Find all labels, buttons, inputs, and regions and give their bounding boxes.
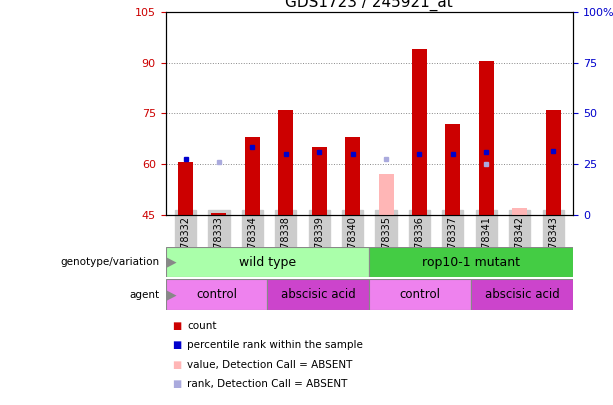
Text: ▶: ▶ bbox=[167, 288, 177, 301]
Bar bbox=[370, 247, 573, 277]
Text: rank, Detection Call = ABSENT: rank, Detection Call = ABSENT bbox=[187, 379, 348, 389]
Text: ▶: ▶ bbox=[167, 256, 177, 269]
Bar bbox=[479, 61, 494, 215]
Text: ■: ■ bbox=[172, 321, 181, 331]
Text: count: count bbox=[187, 321, 216, 331]
Text: percentile rank within the sample: percentile rank within the sample bbox=[187, 341, 363, 350]
Text: wild type: wild type bbox=[239, 256, 296, 269]
Bar bbox=[546, 110, 561, 215]
Bar bbox=[471, 279, 573, 310]
Bar bbox=[446, 124, 460, 215]
Title: GDS1723 / 245921_at: GDS1723 / 245921_at bbox=[286, 0, 453, 11]
Text: abscisic acid: abscisic acid bbox=[485, 288, 560, 301]
Bar bbox=[345, 137, 360, 215]
Bar bbox=[211, 213, 226, 215]
Bar bbox=[166, 247, 370, 277]
Bar bbox=[512, 208, 527, 215]
Bar bbox=[166, 279, 267, 310]
Text: abscisic acid: abscisic acid bbox=[281, 288, 356, 301]
Bar bbox=[412, 49, 427, 215]
Bar bbox=[311, 147, 327, 215]
Bar bbox=[378, 174, 394, 215]
Text: agent: agent bbox=[129, 290, 159, 300]
Text: value, Detection Call = ABSENT: value, Detection Call = ABSENT bbox=[187, 360, 352, 370]
Bar bbox=[245, 137, 260, 215]
Text: genotype/variation: genotype/variation bbox=[60, 257, 159, 267]
Text: control: control bbox=[400, 288, 441, 301]
Text: control: control bbox=[196, 288, 237, 301]
Text: ■: ■ bbox=[172, 379, 181, 389]
Bar bbox=[178, 162, 193, 215]
Bar bbox=[267, 279, 370, 310]
Text: ■: ■ bbox=[172, 360, 181, 370]
Text: rop10-1 mutant: rop10-1 mutant bbox=[422, 256, 520, 269]
Text: ■: ■ bbox=[172, 341, 181, 350]
Bar bbox=[278, 110, 293, 215]
Bar bbox=[370, 279, 471, 310]
